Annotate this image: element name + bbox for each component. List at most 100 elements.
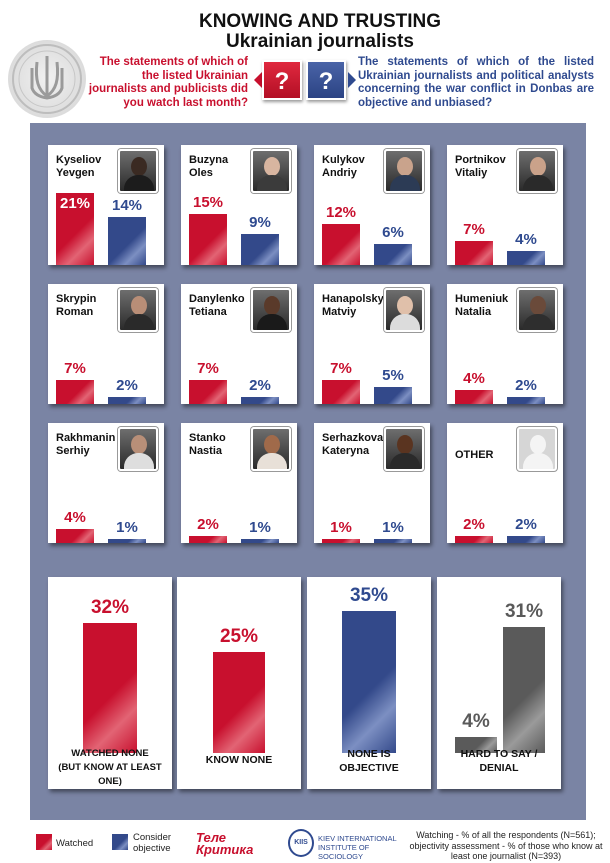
objective-value: 6% bbox=[382, 224, 404, 241]
watched-value: 7% bbox=[463, 221, 485, 238]
photo-head bbox=[397, 296, 413, 315]
watched-bar bbox=[322, 224, 360, 265]
journalist-name-line-1: Rakhmanin bbox=[56, 432, 116, 444]
photo-torso bbox=[390, 175, 420, 191]
objective-value: 5% bbox=[382, 367, 404, 384]
summary-bar bbox=[455, 737, 497, 753]
objective-value: 4% bbox=[515, 231, 537, 248]
watched-value: 7% bbox=[64, 360, 86, 377]
objective-bar bbox=[108, 217, 146, 265]
journalist-name: Stanko Nastia bbox=[189, 432, 226, 458]
journalist-name: Skrypin Roman bbox=[56, 293, 96, 319]
objective-value: 9% bbox=[249, 214, 271, 231]
watched-bar bbox=[189, 536, 227, 543]
photo-head bbox=[530, 296, 546, 315]
journalist-name: Serhazkova Kateryna bbox=[322, 432, 383, 458]
photo-torso bbox=[523, 453, 553, 469]
journalist-card: Humeniuk Natalia 4% 2% bbox=[447, 284, 563, 404]
watched-bar bbox=[56, 529, 94, 543]
journalist-name-line-1: Hanapolsky bbox=[322, 293, 384, 305]
journalist-photo bbox=[517, 149, 557, 193]
objective-bar bbox=[108, 397, 146, 404]
watched-bar bbox=[56, 193, 94, 265]
journalist-photo bbox=[251, 149, 291, 193]
methodology-note: Watching - % of all the respondents (N=5… bbox=[409, 830, 603, 861]
photo-torso bbox=[257, 314, 287, 330]
journalist-name-line-1: Buzyna bbox=[189, 154, 229, 166]
photo-head bbox=[131, 435, 147, 454]
legend-objective-label: Consider objective bbox=[133, 832, 171, 854]
watched-value: 21% bbox=[59, 195, 91, 212]
photo-head bbox=[264, 435, 280, 454]
photo-head bbox=[397, 157, 413, 176]
objective-value: 1% bbox=[116, 519, 138, 536]
legend-watched-label: Watched bbox=[56, 838, 94, 849]
journalist-card: Buzyna Oles 15% 9% bbox=[181, 145, 297, 265]
journalist-photo bbox=[384, 427, 424, 471]
objective-bar bbox=[374, 539, 412, 543]
journalist-name-line-2: Yevgen bbox=[56, 167, 95, 179]
journalist-name: Hanapolsky Matviy bbox=[322, 293, 384, 319]
journalist-name: Buzyna Oles bbox=[189, 154, 228, 180]
legend-watched-swatch bbox=[36, 834, 52, 850]
header: KNOWING AND TRUSTING Ukrainian journalis… bbox=[0, 0, 610, 120]
journalist-photo bbox=[118, 288, 158, 332]
photo-torso bbox=[124, 453, 154, 469]
summary-label: NONE IS OBJECTIVE bbox=[307, 747, 431, 775]
journalist-name: Kyseliov Yevgen bbox=[56, 154, 101, 180]
journalist-name: Kulykov Andriy bbox=[322, 154, 365, 180]
objective-bar bbox=[241, 397, 279, 404]
watched-bar bbox=[322, 539, 360, 543]
summary-value: 32% bbox=[90, 597, 130, 618]
objective-bar bbox=[108, 539, 146, 543]
watched-bar bbox=[455, 536, 493, 543]
watched-bar bbox=[455, 390, 493, 404]
question-objective: The statements of which of the listed Uk… bbox=[358, 56, 594, 109]
objective-bar bbox=[241, 234, 279, 265]
summary-value: 31% bbox=[504, 601, 544, 622]
journalist-photo bbox=[517, 288, 557, 332]
objective-value: 2% bbox=[515, 516, 537, 533]
journalist-name-line-2: Matviy bbox=[322, 306, 357, 318]
photo-torso bbox=[124, 175, 154, 191]
objective-bar bbox=[374, 387, 412, 404]
trident-seal-icon bbox=[8, 40, 86, 118]
journalist-card: Kulykov Andriy 12% 6% bbox=[314, 145, 430, 265]
summary-value: 4% bbox=[462, 711, 490, 732]
kiis-name: KIEV INTERNATIONAL INSTITUTE OF SOCIOLOG… bbox=[318, 834, 408, 861]
objective-bar bbox=[507, 397, 545, 404]
journalist-name-line-2: Kateryna bbox=[322, 445, 370, 457]
journalist-name-line-2: Natalia bbox=[455, 306, 492, 318]
journalist-name-line-2: Roman bbox=[56, 306, 94, 318]
objective-value: 1% bbox=[249, 519, 271, 536]
watched-value: 4% bbox=[463, 370, 485, 387]
watched-bar bbox=[189, 380, 227, 404]
journalist-name-line-2: Oles bbox=[189, 167, 213, 179]
journalist-card: Skrypin Roman 7% 2% bbox=[48, 284, 164, 404]
journalist-name-line-1: Kyseliov bbox=[56, 154, 102, 166]
telekritika-line-2: Критика bbox=[196, 842, 254, 857]
summary-label-line-1: HARD TO SAY / bbox=[460, 748, 538, 760]
photo-torso bbox=[257, 175, 287, 191]
summary-bar bbox=[83, 623, 137, 753]
summary-label: WATCHED NONE (BUT KNOW AT LEAST ONE) bbox=[48, 747, 172, 789]
summary-card: 25% KNOW NONE bbox=[177, 577, 301, 789]
journalist-name-line-2: Serhiy bbox=[56, 445, 90, 457]
journalist-name-line-1: Skrypin bbox=[56, 293, 97, 305]
objective-value: 2% bbox=[116, 377, 138, 394]
watched-bar bbox=[189, 214, 227, 265]
photo-torso bbox=[257, 453, 287, 469]
photo-head bbox=[264, 296, 280, 315]
journalist-name-line-1: Stanko bbox=[189, 432, 226, 444]
photo-head bbox=[397, 435, 413, 454]
journalist-photo bbox=[384, 288, 424, 332]
photo-torso bbox=[124, 314, 154, 330]
journalist-card: Danylenko Tetiana 7% 2% bbox=[181, 284, 297, 404]
watched-bar bbox=[56, 380, 94, 404]
objective-value: 2% bbox=[249, 377, 271, 394]
red-arrow-icon bbox=[254, 72, 262, 88]
objective-bar bbox=[374, 244, 412, 265]
journalist-name-line-1: Danylenko bbox=[189, 293, 245, 305]
summary-label-line-1: NONE IS bbox=[347, 748, 391, 760]
journalist-name-line-1: OTHER bbox=[455, 449, 494, 461]
